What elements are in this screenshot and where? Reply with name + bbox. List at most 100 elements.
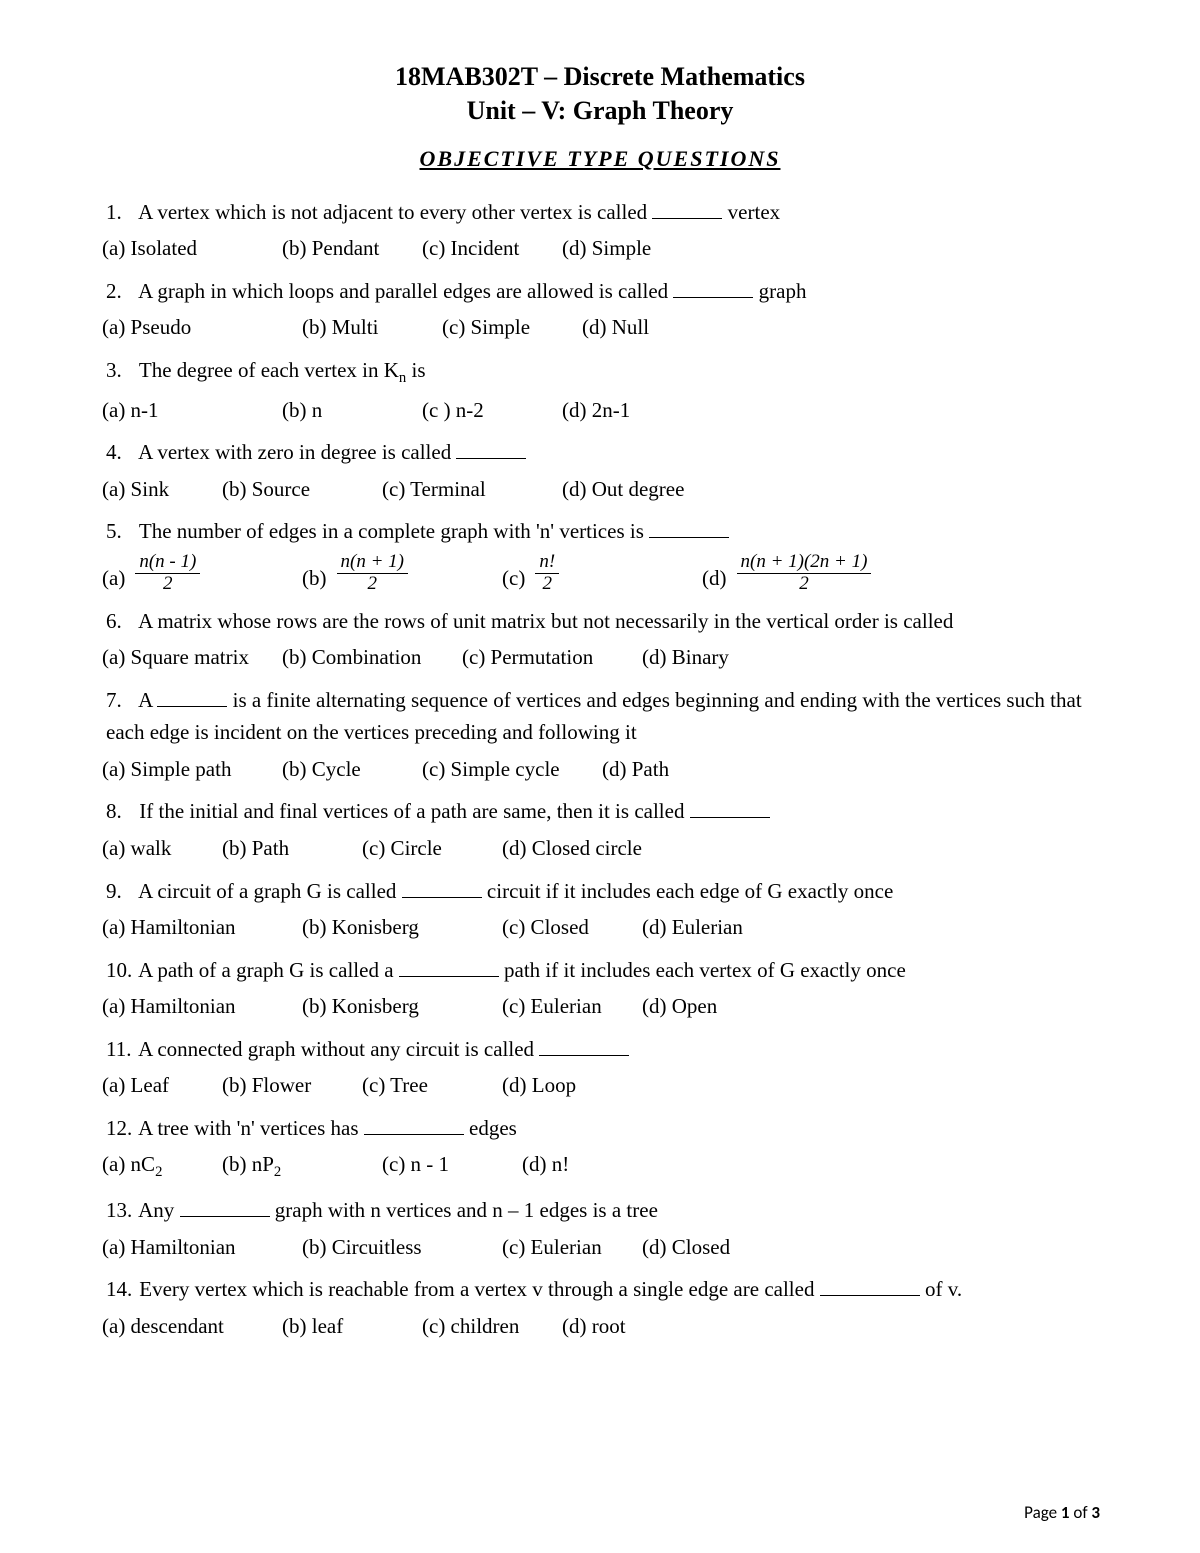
question-number: 2.: [106, 275, 134, 308]
question-row: 12. A tree with 'n' vertices has edges: [100, 1112, 1100, 1145]
option: (c) Circle: [362, 832, 502, 865]
section-title: OBJECTIVE TYPE QUESTIONS: [100, 146, 1100, 172]
option: (a) Hamiltonian: [102, 990, 302, 1023]
question-text: A circuit of a graph G is called circuit…: [138, 879, 893, 903]
option: (a) n-1: [102, 394, 282, 427]
option: (b)n(n + 1)2: [302, 552, 502, 595]
question-text: A matrix whose rows are the rows of unit…: [138, 609, 953, 633]
footer-current: 1: [1061, 1502, 1070, 1523]
question-row: 7. A is a finite alternating sequence of…: [100, 684, 1100, 749]
option: (b) nP2: [222, 1148, 382, 1184]
question-row: 11. A connected graph without any circui…: [100, 1033, 1100, 1066]
options-row: (a) descendant(b) leaf(c) children(d) ro…: [100, 1310, 1100, 1343]
options-row: (a) Leaf(b) Flower(c) Tree(d) Loop: [100, 1069, 1100, 1102]
option: (d) Simple: [562, 232, 691, 265]
options-row: (a) nC2(b) nP2(c) n - 1(d) n!: [100, 1148, 1100, 1184]
question-row: 5. The number of edges in a complete gra…: [100, 515, 1100, 548]
question-row: 1. A vertex which is not adjacent to eve…: [100, 196, 1100, 229]
option: (b) Multi: [302, 311, 442, 344]
option: (c) Simple: [442, 311, 582, 344]
option: (b) Konisberg: [302, 911, 502, 944]
question-text: Any graph with n vertices and n – 1 edge…: [138, 1198, 658, 1222]
question-number: 6.: [106, 605, 134, 638]
question-number: 3.: [106, 354, 134, 387]
option: (a)n(n - 1)2: [102, 552, 302, 595]
question-number: 4.: [106, 436, 134, 469]
question-text: A vertex with zero in degree is called: [138, 440, 526, 464]
option: (c) Eulerian: [502, 990, 642, 1023]
option: (b) Flower: [222, 1069, 362, 1102]
question-row: 4. A vertex with zero in degree is calle…: [100, 436, 1100, 469]
question-text: Every vertex which is reachable from a v…: [139, 1277, 962, 1301]
option: (a) descendant: [102, 1310, 282, 1343]
question-row: 9. A circuit of a graph G is called circ…: [100, 875, 1100, 908]
option: (b) Path: [222, 832, 362, 865]
option: (d) Null: [582, 311, 689, 344]
option: (a) walk: [102, 832, 222, 865]
option: (a) Square matrix: [102, 641, 282, 674]
question-text: A is a finite alternating sequence of ve…: [106, 688, 1082, 745]
question-text: A connected graph without any circuit is…: [138, 1037, 629, 1061]
option: (a) Sink: [102, 473, 222, 506]
document-header: 18MAB302T – Discrete Mathematics Unit – …: [100, 60, 1100, 172]
options-row: (a) Hamiltonian(b) Konisberg(c) Eulerian…: [100, 990, 1100, 1023]
question-number: 8.: [106, 795, 134, 828]
option: (d) n!: [522, 1148, 609, 1184]
question-row: 8. If the initial and final vertices of …: [100, 795, 1100, 828]
question-number: 9.: [106, 875, 134, 908]
option: (d) Out degree: [562, 473, 724, 506]
option: (c) Simple cycle: [422, 753, 602, 786]
question-number: 10.: [106, 954, 134, 987]
options-row: (a) Hamiltonian(b) Konisberg(c) Closed(d…: [100, 911, 1100, 944]
option: (b) Pendant: [282, 232, 422, 265]
question-text: A graph in which loops and parallel edge…: [138, 279, 806, 303]
question-text: A tree with 'n' vertices has edges: [138, 1116, 517, 1140]
options-row: (a) Hamiltonian(b) Circuitless(c) Euleri…: [100, 1231, 1100, 1264]
option: (d) Closed circle: [502, 832, 682, 865]
question-row: 2. A graph in which loops and parallel e…: [100, 275, 1100, 308]
option: (d) Open: [642, 990, 757, 1023]
option: (a) nC2: [102, 1148, 222, 1184]
question-number: 12.: [106, 1112, 134, 1145]
question-number: 11.: [106, 1033, 134, 1066]
question-text: A path of a graph G is called a path if …: [138, 958, 906, 982]
options-row: (a) Square matrix(b) Combination(c) Perm…: [100, 641, 1100, 674]
footer-total: 3: [1091, 1502, 1100, 1523]
option: (b) Combination: [282, 641, 462, 674]
option: (b) leaf: [282, 1310, 422, 1343]
option: (b) Circuitless: [302, 1231, 502, 1264]
option: (b) Cycle: [282, 753, 422, 786]
options-row: (a) Sink(b) Source(c) Terminal(d) Out de…: [100, 473, 1100, 506]
option: (d) Binary: [642, 641, 769, 674]
footer-pre: Page: [1024, 1502, 1061, 1523]
question-row: 6. A matrix whose rows are the rows of u…: [100, 605, 1100, 638]
question-number: 5.: [106, 515, 134, 548]
option: (c) Closed: [502, 911, 642, 944]
option: (a) Leaf: [102, 1069, 222, 1102]
option: (c) n - 1: [382, 1148, 522, 1184]
option: (c) children: [422, 1310, 562, 1343]
option: (c)n!2: [502, 552, 702, 595]
question-number: 1.: [106, 196, 134, 229]
question-row: 3. The degree of each vertex in Kn is: [100, 354, 1100, 390]
option: (c) Tree: [362, 1069, 502, 1102]
option: (d) Closed: [642, 1231, 770, 1264]
question-text: A vertex which is not adjacent to every …: [138, 200, 780, 224]
question-number: 13.: [106, 1194, 134, 1227]
option: (c ) n-2: [422, 394, 562, 427]
options-row: (a) Pseudo(b) Multi(c) Simple(d) Null: [100, 311, 1100, 344]
option: (d) Path: [602, 753, 709, 786]
option: (d) Loop: [502, 1069, 616, 1102]
question-number: 7.: [106, 684, 134, 717]
question-text: The degree of each vertex in Kn is: [139, 358, 426, 382]
questions-list: 1. A vertex which is not adjacent to eve…: [100, 196, 1100, 1343]
options-row: (a) n-1(b) n(c ) n-2(d) 2n-1: [100, 394, 1100, 427]
question-text: The number of edges in a complete graph …: [139, 519, 729, 543]
option: (b) Konisberg: [302, 990, 502, 1023]
question-number: 14.: [106, 1273, 134, 1306]
option: (c) Permutation: [462, 641, 642, 674]
option: (d) root: [562, 1310, 666, 1343]
options-row: (a)n(n - 1)2(b)n(n + 1)2(c)n!2(d)n(n + 1…: [100, 552, 1100, 595]
option: (a) Pseudo: [102, 311, 302, 344]
option: (c) Incident: [422, 232, 562, 265]
